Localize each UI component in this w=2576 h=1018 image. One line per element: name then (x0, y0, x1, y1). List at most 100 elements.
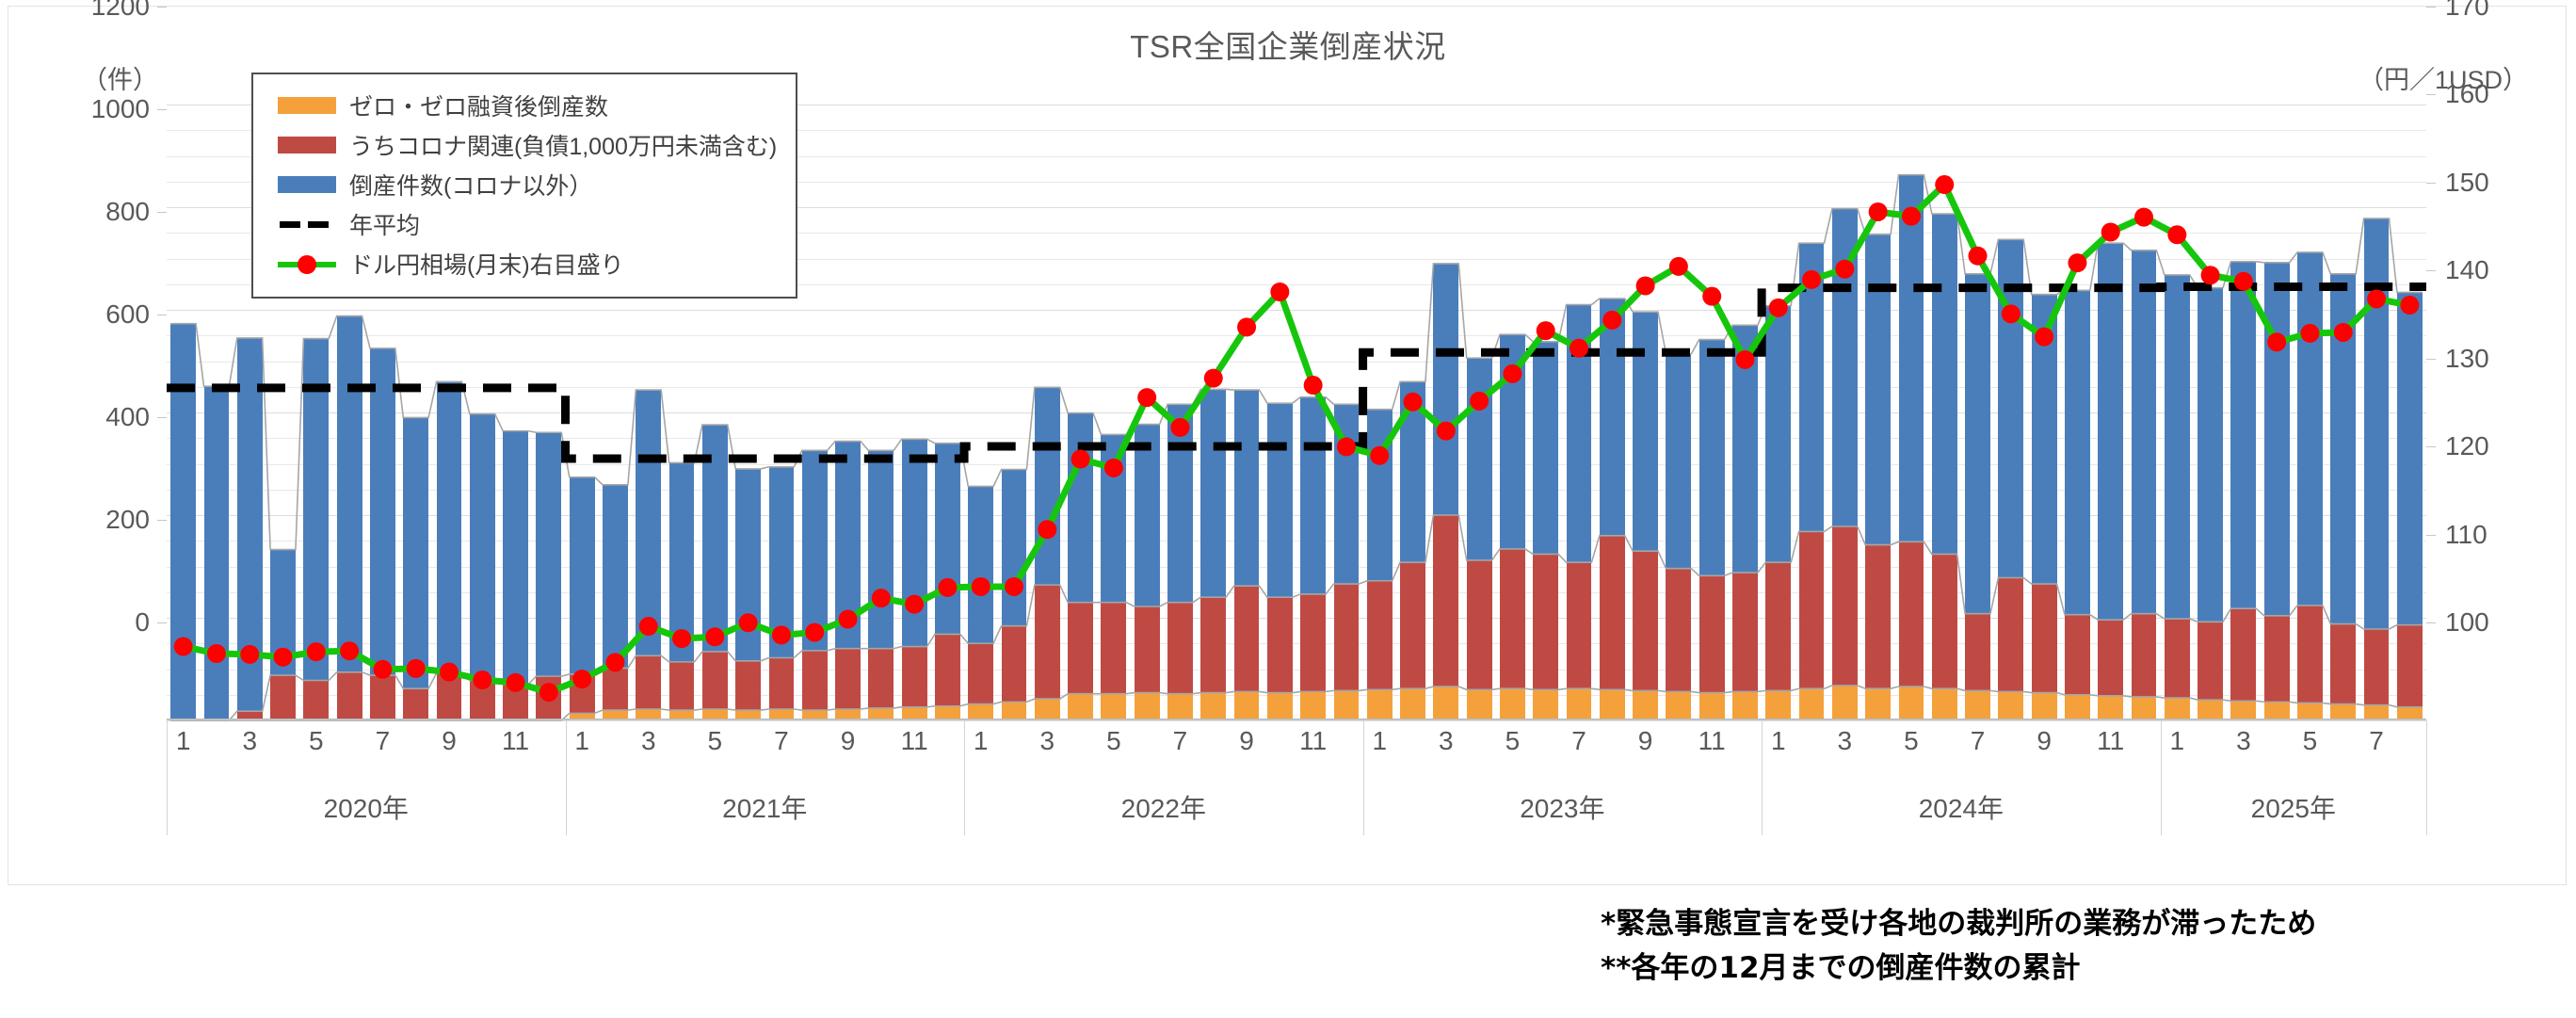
bar-segment (835, 648, 861, 710)
x-axis-tick-label: 9 (1637, 726, 1653, 755)
bar-column (2393, 105, 2426, 720)
bar-segment (2396, 706, 2423, 720)
bar-segment (868, 707, 894, 720)
bar-segment (968, 643, 994, 704)
gridline (167, 566, 2426, 568)
usd-jpy-marker (638, 617, 658, 637)
x-axis-tick-label: 9 (2037, 726, 2052, 755)
x-axis-tick-label: 9 (442, 726, 457, 755)
usd-jpy-marker (1602, 310, 1622, 330)
x-axis-tick-label: 1 (1770, 726, 1786, 755)
bar-segment (2164, 274, 2190, 620)
usd-jpy-marker (971, 576, 990, 596)
bar-segment (1798, 531, 1825, 689)
bar-segment (1300, 593, 1327, 692)
bar-column (1164, 105, 1197, 720)
bar-segment (1499, 688, 1525, 720)
chart-legend: ゼロ・ゼロ融資後倒産数 うちコロナ関連(負債1,000万円未満含む) 倒産件数(… (251, 73, 797, 299)
bar-segment (801, 710, 828, 720)
legend-label-corona-related: うちコロナ関連(負債1,000万円未満含む) (349, 134, 778, 160)
bar-column (864, 105, 897, 720)
x-axis-tick-label: 11 (1299, 726, 1328, 755)
line-series-overlay (167, 173, 2426, 721)
bar-segment (2330, 703, 2357, 720)
bar-segment (636, 655, 662, 710)
bar-segment (1499, 548, 1525, 689)
bar-segment (2230, 701, 2257, 720)
bar-segment (2230, 608, 2257, 702)
usd-jpy-marker (173, 637, 193, 656)
gridline (167, 386, 2426, 388)
usd-jpy-marker (2367, 289, 2387, 309)
stack-outline-zero-loan (170, 685, 2423, 721)
gridline (167, 438, 2426, 440)
gridline (167, 130, 2426, 132)
bar-segment (1001, 625, 1027, 703)
usd-jpy-marker (1968, 246, 1988, 266)
usd-jpy-marker (2035, 327, 2054, 347)
bar-column (1596, 105, 1629, 720)
bar-segment (236, 711, 263, 720)
gridline (167, 155, 2426, 157)
x-axis-tick-label: 11 (502, 726, 530, 755)
usd-jpy-marker (2167, 225, 2187, 245)
bar-column (366, 105, 399, 720)
usd-jpy-marker (705, 627, 725, 647)
bar-segment (2164, 619, 2190, 699)
usd-jpy-marker (1570, 338, 1588, 358)
bar-segment (2297, 703, 2323, 720)
bar-segment (701, 709, 728, 720)
usd-jpy-marker (1868, 202, 1888, 221)
bar-segment (603, 668, 628, 711)
right-axis-tick-label: 100 (2445, 607, 2489, 637)
bar-column (200, 105, 233, 720)
bar-segment (1034, 585, 1060, 700)
bar-column (2094, 105, 2127, 720)
bar-segment (1433, 263, 1459, 515)
bar-column (2027, 105, 2060, 720)
footnote-2: **各年の12月までの倒産件数の累計 (1601, 950, 2081, 985)
bar-segment (1300, 691, 1327, 720)
stack-outline-total (170, 173, 2423, 551)
legend-swatch-blue (278, 176, 336, 193)
bar-segment (369, 675, 395, 720)
x-axis-year-label: 2024年 (1918, 794, 2004, 823)
bar-segment (1765, 305, 1792, 563)
legend-swatch-orange (278, 97, 336, 114)
bar-segment (1898, 174, 1924, 542)
usd-jpy-marker (2333, 322, 2353, 342)
bar-segment (636, 390, 662, 656)
x-axis-year-groups: 2020年 2021年 2022年 2023年 2024年 2025年 (167, 720, 2427, 835)
bar-segment (1200, 389, 1227, 598)
bar-segment (1167, 404, 1193, 603)
gridline (167, 463, 2426, 465)
gridline (167, 283, 2426, 285)
bar-segment (603, 484, 628, 669)
usd-jpy-marker (1370, 445, 1390, 465)
bar-segment (2031, 692, 2057, 720)
usd-jpy-marker (2400, 296, 2420, 315)
left-axis-tick-mark (157, 417, 167, 418)
x-axis-tick-label: 1 (175, 726, 191, 755)
gridline (167, 361, 2426, 363)
bar-segment (2198, 287, 2223, 622)
bar-segment (1998, 691, 2024, 720)
usd-jpy-marker (2300, 323, 2320, 343)
gridline (167, 515, 2426, 516)
usd-jpy-marker (605, 653, 625, 672)
bar-column (1197, 105, 1230, 720)
right-axis-tick-label: 150 (2445, 167, 2489, 197)
left-axis-tick-label: 200 (105, 505, 150, 534)
bar-segment (1533, 341, 1559, 555)
usd-jpy-marker (1071, 449, 1090, 469)
bar-segment (336, 315, 362, 672)
right-axis-tick-mark (2426, 534, 2436, 536)
usd-jpy-marker (771, 625, 791, 645)
bar-segment (536, 432, 562, 677)
x-axis-year-separator (2160, 720, 2162, 835)
gridline (167, 643, 2426, 645)
x-axis-tick-label: 1 (574, 726, 589, 755)
gridline (167, 181, 2426, 183)
right-axis-tick-label: 170 (2445, 0, 2489, 21)
